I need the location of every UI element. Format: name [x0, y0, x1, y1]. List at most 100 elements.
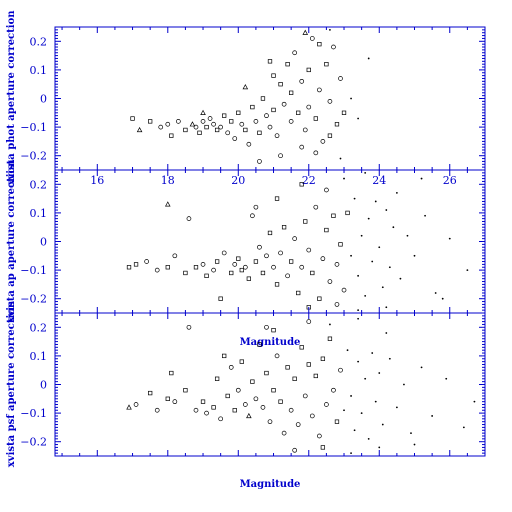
point-square	[288, 90, 294, 95]
point-square	[204, 273, 209, 278]
point-circle	[302, 127, 308, 133]
y-tick-label: 0.1	[30, 64, 48, 77]
xlabel-psf: Magnitude	[240, 479, 301, 490]
points-phot	[130, 28, 370, 164]
point-dot	[392, 226, 395, 229]
point-square	[327, 133, 333, 138]
point-square	[183, 270, 188, 276]
point-dot	[403, 383, 405, 386]
point-circle	[292, 50, 298, 56]
point-square	[239, 359, 244, 364]
point-square	[271, 388, 276, 393]
point-circle	[218, 416, 224, 422]
point-circle	[309, 413, 315, 419]
point-circle	[257, 159, 262, 164]
point-square	[165, 265, 170, 270]
point-square	[285, 62, 290, 67]
point-dot	[371, 352, 374, 354]
y-tick-label: 0	[40, 93, 47, 106]
point-dot	[339, 157, 342, 160]
panel-phot: −0.2 −0.1 0 0.1 0.2 16 18 20 22 24 26 xvista phot…	[6, 10, 486, 187]
point-square	[200, 399, 206, 404]
point-square	[232, 408, 237, 413]
point-square	[303, 219, 308, 224]
frame-ap	[54, 169, 486, 314]
point-square	[229, 119, 234, 124]
point-circle	[176, 119, 181, 124]
point-dot	[357, 360, 360, 363]
point-triangle	[189, 121, 196, 127]
point-square	[274, 282, 280, 287]
frame-psf	[54, 312, 486, 457]
point-dot	[388, 266, 391, 269]
point-dot	[410, 432, 412, 435]
point-dot	[420, 177, 423, 180]
point-dot	[406, 234, 409, 237]
point-circle	[154, 407, 160, 413]
point-circle	[158, 124, 164, 130]
point-dot	[378, 372, 381, 374]
y-tick-label: 0.2	[30, 321, 48, 334]
y-tick-label: −0.1	[20, 121, 47, 134]
point-square	[338, 242, 343, 247]
point-circle	[274, 133, 280, 139]
point-circle	[313, 204, 319, 210]
point-square	[341, 110, 347, 115]
point-circle	[144, 259, 149, 264]
point-dot	[357, 309, 360, 312]
point-square	[222, 113, 227, 118]
point-square	[169, 370, 174, 376]
point-circle	[264, 253, 269, 259]
point-square	[264, 370, 269, 376]
point-dot	[385, 306, 388, 309]
point-circle	[292, 236, 298, 241]
point-circle	[316, 87, 322, 93]
point-square	[260, 270, 266, 276]
point-square	[288, 259, 294, 264]
point-circle	[324, 402, 329, 407]
point-dot	[364, 294, 367, 297]
point-circle	[274, 353, 280, 359]
point-square	[327, 336, 333, 341]
point-circle	[327, 279, 333, 284]
point-square	[271, 328, 276, 333]
point-dot	[420, 366, 423, 369]
point-square	[130, 116, 135, 121]
point-dot	[367, 217, 370, 220]
ticks-psf	[55, 312, 486, 457]
point-dot	[473, 400, 476, 403]
point-square	[214, 259, 220, 264]
ytick-labels-phot: −0.2 −0.1 0 0.1 0.2	[20, 35, 47, 162]
point-dot	[395, 191, 398, 194]
point-circle	[242, 264, 248, 270]
point-square	[250, 104, 255, 110]
point-square	[204, 124, 209, 130]
point-square	[299, 182, 304, 187]
point-dot	[381, 423, 384, 426]
point-circle	[225, 130, 231, 136]
point-dot	[367, 57, 370, 60]
point-circle	[341, 287, 347, 293]
points-psf	[126, 317, 476, 455]
point-square	[313, 116, 318, 121]
point-circle	[299, 264, 305, 270]
y-tick-label: −0.2	[20, 150, 47, 163]
point-dot	[413, 443, 416, 446]
point-square	[165, 396, 170, 401]
point-circle	[172, 253, 178, 259]
point-square	[285, 365, 290, 370]
point-circle	[246, 141, 252, 147]
point-triangle	[136, 126, 143, 133]
point-circle	[218, 124, 224, 130]
point-circle	[306, 319, 312, 324]
point-dot	[378, 246, 381, 249]
point-dot	[385, 209, 388, 211]
point-circle	[200, 262, 206, 267]
point-circle	[253, 204, 259, 210]
point-dot	[357, 117, 360, 120]
point-circle	[165, 121, 171, 127]
ytick-labels-psf: −0.2 −0.1 0 0.1 0.2	[20, 321, 47, 448]
point-circle	[331, 44, 336, 50]
point-circle	[334, 302, 340, 307]
point-square	[320, 356, 326, 361]
